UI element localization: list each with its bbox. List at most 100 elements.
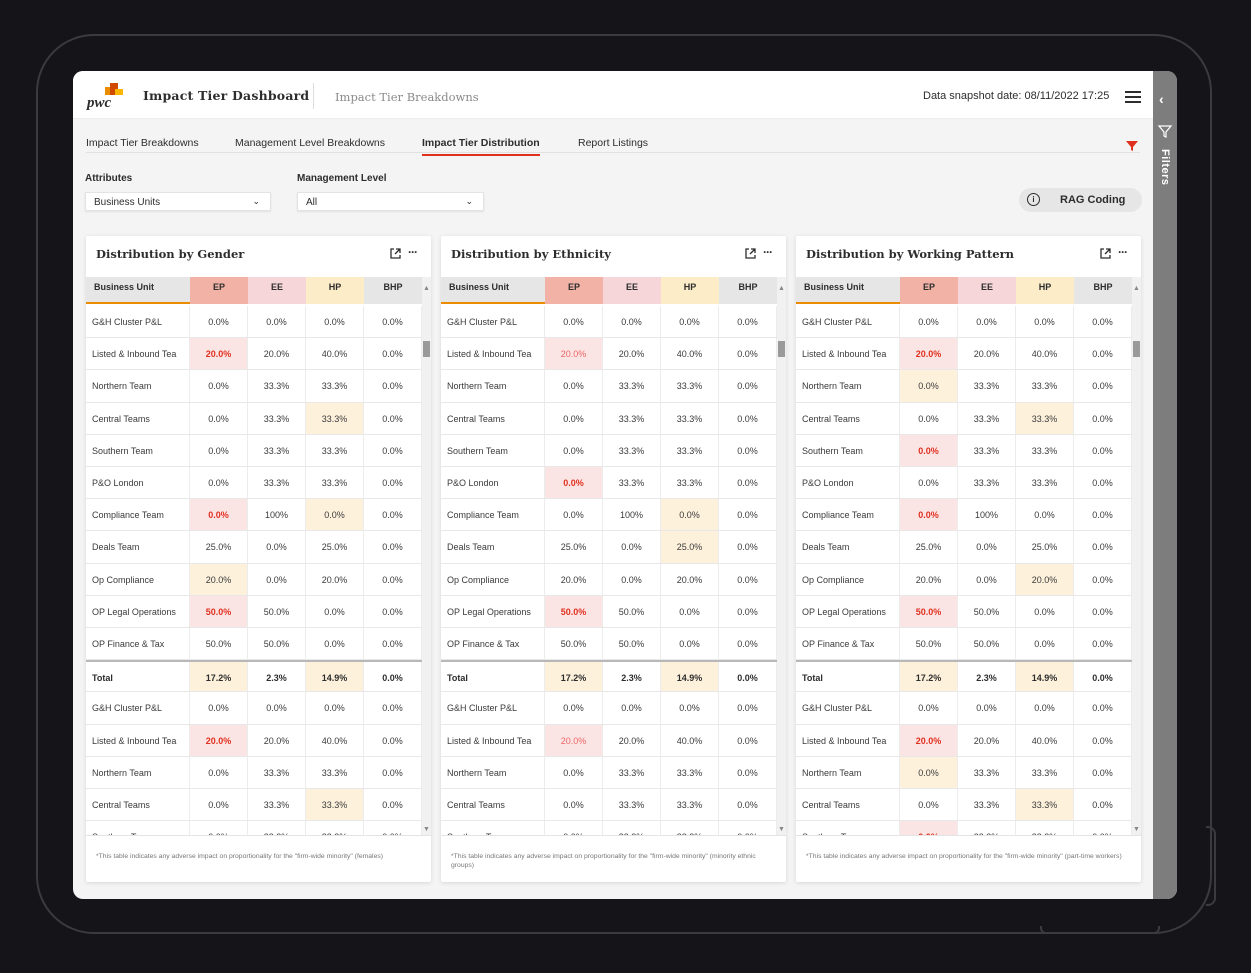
table-row: Op Compliance 20.0% 0.0% 20.0% 0.0% xyxy=(796,563,1132,596)
value-cell: 0.0% xyxy=(661,499,719,531)
value-cell: 33.3% xyxy=(248,467,306,499)
value-cell: 0.0% xyxy=(364,756,422,788)
scroll-thumb[interactable] xyxy=(778,341,785,357)
tab-management-level-breakdowns[interactable]: Management Level Breakdowns xyxy=(235,137,386,149)
column-header-business-unit[interactable]: Business Unit xyxy=(449,282,510,292)
scroll-thumb[interactable] xyxy=(423,341,430,357)
column-header-hp[interactable]: HP xyxy=(661,277,719,304)
value-cell: 0.0% xyxy=(190,789,248,821)
card-title: Distribution by Gender xyxy=(96,247,245,261)
table-header: Business Unit EP EE HP BHP xyxy=(86,277,422,304)
filters-side-panel[interactable]: ‹ Filters xyxy=(1153,71,1177,899)
business-unit-cell: OP Finance & Tax xyxy=(441,628,545,660)
business-unit-cell: Northern Team xyxy=(441,370,545,402)
management-level-select[interactable]: All ⌄ xyxy=(297,192,484,211)
value-cell: 33.3% xyxy=(248,370,306,402)
more-options-icon[interactable]: ··· xyxy=(1118,245,1128,259)
value-cell: 0.0% xyxy=(603,692,661,724)
table-row: OP Legal Operations 50.0% 50.0% 0.0% 0.0% xyxy=(86,595,422,628)
value-cell: 0.0% xyxy=(1074,499,1132,531)
rag-coding-button[interactable]: i RAG Coding xyxy=(1019,188,1142,212)
value-cell: 0.0% xyxy=(248,692,306,724)
value-cell: 50.0% xyxy=(190,628,248,660)
device-frame-notch xyxy=(1040,926,1160,934)
value-cell: 0.0% xyxy=(1016,499,1074,531)
chevron-left-icon[interactable]: ‹ xyxy=(1159,91,1164,107)
column-header-bhp[interactable]: BHP xyxy=(1074,277,1132,304)
scroll-down-icon[interactable]: ▼ xyxy=(423,826,430,833)
tab-report-listings[interactable]: Report Listings xyxy=(578,137,649,149)
more-options-icon[interactable]: ··· xyxy=(408,245,418,259)
scroll-down-icon[interactable]: ▼ xyxy=(778,826,785,833)
value-cell: 0.0% xyxy=(900,499,958,531)
scroll-down-icon[interactable]: ▼ xyxy=(1133,826,1140,833)
expand-external-icon[interactable] xyxy=(744,247,757,260)
attributes-select[interactable]: Business Units ⌄ xyxy=(85,192,271,211)
value-cell: 33.3% xyxy=(248,402,306,434)
hamburger-menu-icon[interactable] xyxy=(1125,91,1141,103)
value-cell: 0.0% xyxy=(545,306,603,338)
value-cell: 33.3% xyxy=(958,402,1016,434)
column-header-ep[interactable]: EP xyxy=(545,277,603,304)
business-unit-cell: Central Teams xyxy=(86,789,190,821)
table-row: Central Teams 0.0% 33.3% 33.3% 0.0% xyxy=(796,402,1132,435)
table-scrollbar[interactable]: ▲ ▼ xyxy=(422,277,431,835)
value-cell: 0.0% xyxy=(364,563,422,595)
app-title: Impact Tier Dashboard xyxy=(143,88,310,103)
logo-wordmark: pwc xyxy=(87,95,112,111)
tab-impact-tier-distribution[interactable]: Impact Tier Distribution xyxy=(422,137,540,156)
scroll-thumb[interactable] xyxy=(1133,341,1140,357)
value-cell: 33.3% xyxy=(661,467,719,499)
scroll-up-icon[interactable]: ▲ xyxy=(423,285,430,292)
value-cell: 50.0% xyxy=(545,628,603,660)
scroll-up-icon[interactable]: ▲ xyxy=(1133,285,1140,292)
column-header-bhp[interactable]: BHP xyxy=(719,277,777,304)
business-unit-cell: Compliance Team xyxy=(86,499,190,531)
table-footnote: *This table indicates any adverse impact… xyxy=(451,853,756,869)
column-header-hp[interactable]: HP xyxy=(306,277,364,304)
more-options-icon[interactable]: ··· xyxy=(763,245,773,259)
value-cell: 0.0% xyxy=(364,662,422,692)
column-header-ep[interactable]: EP xyxy=(190,277,248,304)
filter-icon[interactable] xyxy=(1125,139,1139,153)
table-scrollbar[interactable]: ▲ ▼ xyxy=(777,277,786,835)
expand-external-icon[interactable] xyxy=(389,247,402,260)
value-cell: 33.3% xyxy=(603,821,661,835)
table-scrollbar[interactable]: ▲ ▼ xyxy=(1132,277,1141,835)
tab-impact-tier-breakdowns[interactable]: Impact Tier Breakdowns xyxy=(86,137,199,149)
rag-coding-label: RAG Coding xyxy=(1060,194,1126,206)
column-header-ee[interactable]: EE xyxy=(958,277,1016,304)
value-cell: 0.0% xyxy=(190,692,248,724)
business-unit-cell: Listed & Inbound Tea xyxy=(796,724,900,756)
column-header-hp[interactable]: HP xyxy=(1016,277,1074,304)
table-row: Listed & Inbound Tea 20.0% 20.0% 40.0% 0.0% xyxy=(86,724,422,757)
table-row: Northern Team 0.0% 33.3% 33.3% 0.0% xyxy=(796,756,1132,789)
value-cell: 25.0% xyxy=(1016,531,1074,563)
column-header-business-unit[interactable]: Business Unit xyxy=(804,282,865,292)
table-row: G&H Cluster P&L 0.0% 0.0% 0.0% 0.0% xyxy=(441,692,777,725)
table-row: Listed & Inbound Tea 20.0% 20.0% 40.0% 0.0% xyxy=(441,338,777,371)
value-cell: 0.0% xyxy=(719,370,777,402)
business-unit-cell: Southern Team xyxy=(86,434,190,466)
value-cell: 20.0% xyxy=(1016,563,1074,595)
column-header-ep[interactable]: EP xyxy=(900,277,958,304)
value-cell: 0.0% xyxy=(719,692,777,724)
value-cell: 33.3% xyxy=(603,789,661,821)
column-header-bhp[interactable]: BHP xyxy=(364,277,422,304)
value-cell: 2.3% xyxy=(958,662,1016,692)
value-cell: 20.0% xyxy=(306,563,364,595)
column-header-ee[interactable]: EE xyxy=(603,277,661,304)
scroll-up-icon[interactable]: ▲ xyxy=(778,285,785,292)
expand-external-icon[interactable] xyxy=(1099,247,1112,260)
table-row: Central Teams 0.0% 33.3% 33.3% 0.0% xyxy=(86,402,422,435)
value-cell: 25.0% xyxy=(661,531,719,563)
value-cell: 0.0% xyxy=(306,595,364,627)
value-cell: 0.0% xyxy=(1016,692,1074,724)
value-cell: 0.0% xyxy=(364,628,422,660)
value-cell: 0.0% xyxy=(900,306,958,338)
table-row: OP Finance & Tax 50.0% 50.0% 0.0% 0.0% xyxy=(86,628,422,661)
column-header-business-unit[interactable]: Business Unit xyxy=(94,282,155,292)
column-header-ee[interactable]: EE xyxy=(248,277,306,304)
value-cell: 33.3% xyxy=(603,467,661,499)
